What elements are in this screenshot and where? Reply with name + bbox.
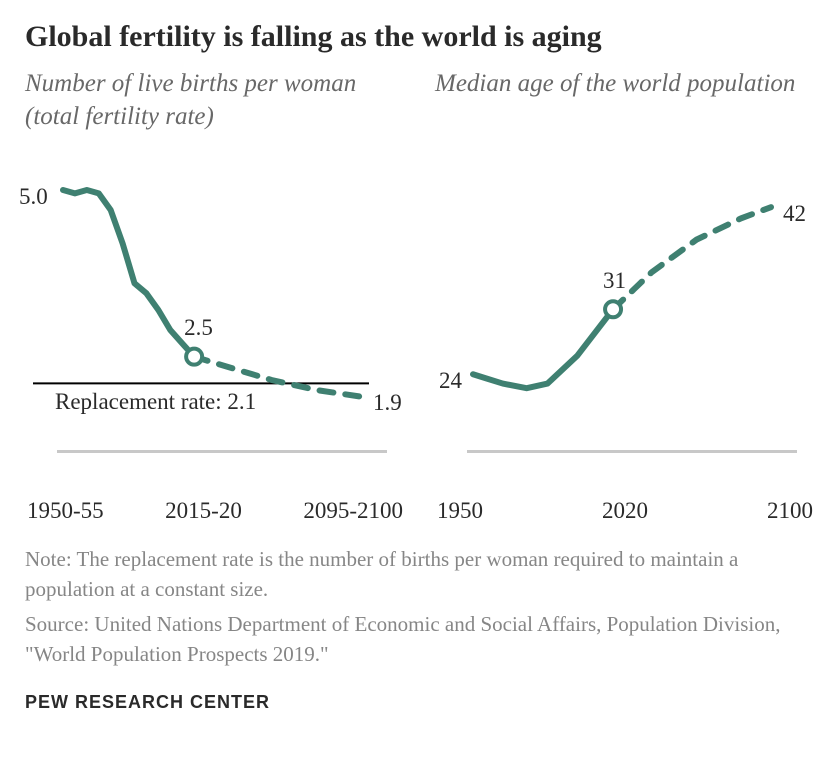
x-tick-label: 1950 (437, 498, 483, 524)
value-label: 1.9 (373, 390, 402, 416)
left-subtitle: Number of live births per woman (total f… (25, 68, 405, 138)
x-axis-line (57, 450, 387, 453)
x-tick-label: 2095-2100 (303, 498, 403, 524)
left-x-labels: 1950-55 2015-20 2095-2100 (25, 498, 405, 524)
note-text: Note: The replacement rate is the number… (25, 544, 815, 605)
value-label: 31 (603, 268, 626, 294)
right-chart-svg (435, 150, 815, 490)
right-x-labels: 1950 2020 2100 (435, 498, 815, 524)
right-subtitle: Median age of the world population (435, 68, 815, 138)
x-tick-label: 1950-55 (27, 498, 104, 524)
charts-row: Number of live births per woman (total f… (25, 68, 815, 524)
source-text: Source: United Nations Department of Eco… (25, 609, 815, 670)
value-label: 5.0 (19, 184, 48, 210)
right-chart-panel: Median age of the world population 24 31 4… (435, 68, 815, 524)
x-tick-label: 2015-20 (165, 498, 242, 524)
x-tick-label: 2020 (602, 498, 648, 524)
x-axis-line (467, 450, 797, 453)
left-plot-area: Replacement rate: 2.15.02.51.9 (25, 150, 405, 490)
value-label: 42 (783, 201, 806, 227)
chart-title: Global fertility is falling as the world… (25, 20, 815, 54)
x-tick-label: 2100 (767, 498, 813, 524)
right-plot-area: 24 31 42 (435, 150, 815, 490)
value-label: 2.5 (184, 315, 213, 341)
left-chart-svg (25, 150, 405, 490)
left-chart-panel: Number of live births per woman (total f… (25, 68, 405, 524)
replacement-rate-label: Replacement rate: 2.1 (55, 389, 256, 415)
attribution-text: PEW RESEARCH CENTER (25, 692, 815, 713)
value-label: 24 (439, 368, 462, 394)
